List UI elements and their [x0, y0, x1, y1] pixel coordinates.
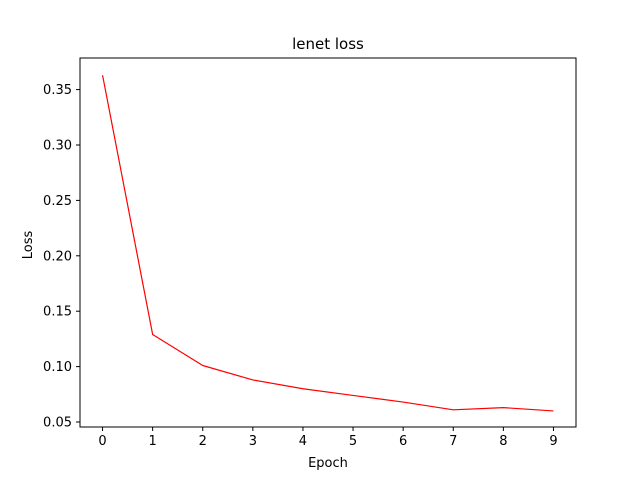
y-tick-label: 0.15: [43, 305, 72, 320]
x-tick-label: 3: [249, 434, 257, 449]
loss-line: [101, 75, 554, 412]
x-tick-label: 9: [549, 434, 557, 449]
y-tick-label: 0.20: [43, 249, 72, 264]
plot-frame: [79, 57, 577, 428]
x-tick-label: 6: [399, 434, 407, 449]
series-layer: [101, 75, 554, 412]
y-tick-label: 0.05: [43, 416, 72, 431]
x-tick-label: 7: [449, 434, 457, 449]
x-tick-label: 4: [299, 434, 307, 449]
x-tick-label: 8: [499, 434, 507, 449]
y-axis: 0.05 0.10 0.15 0.20 0.25 0.30 0.35: [43, 83, 80, 431]
y-tick-label: 0.25: [43, 194, 72, 209]
x-axis-label: Epoch: [308, 456, 348, 471]
x-tick-label: 1: [149, 434, 157, 449]
plot-area: [79, 57, 577, 428]
x-tick-label: 0: [98, 434, 106, 449]
x-axis: 0 1 2 3 4 5 6 7 8 9: [98, 427, 558, 449]
y-axis-label: Loss: [21, 231, 36, 260]
y-tick-label: 0.30: [43, 138, 72, 153]
y-tick-label: 0.35: [43, 83, 72, 98]
x-tick-label: 2: [199, 434, 207, 449]
y-tick-label: 0.10: [43, 360, 72, 375]
chart-title: lenet loss: [292, 35, 364, 53]
x-tick-label: 5: [349, 434, 357, 449]
